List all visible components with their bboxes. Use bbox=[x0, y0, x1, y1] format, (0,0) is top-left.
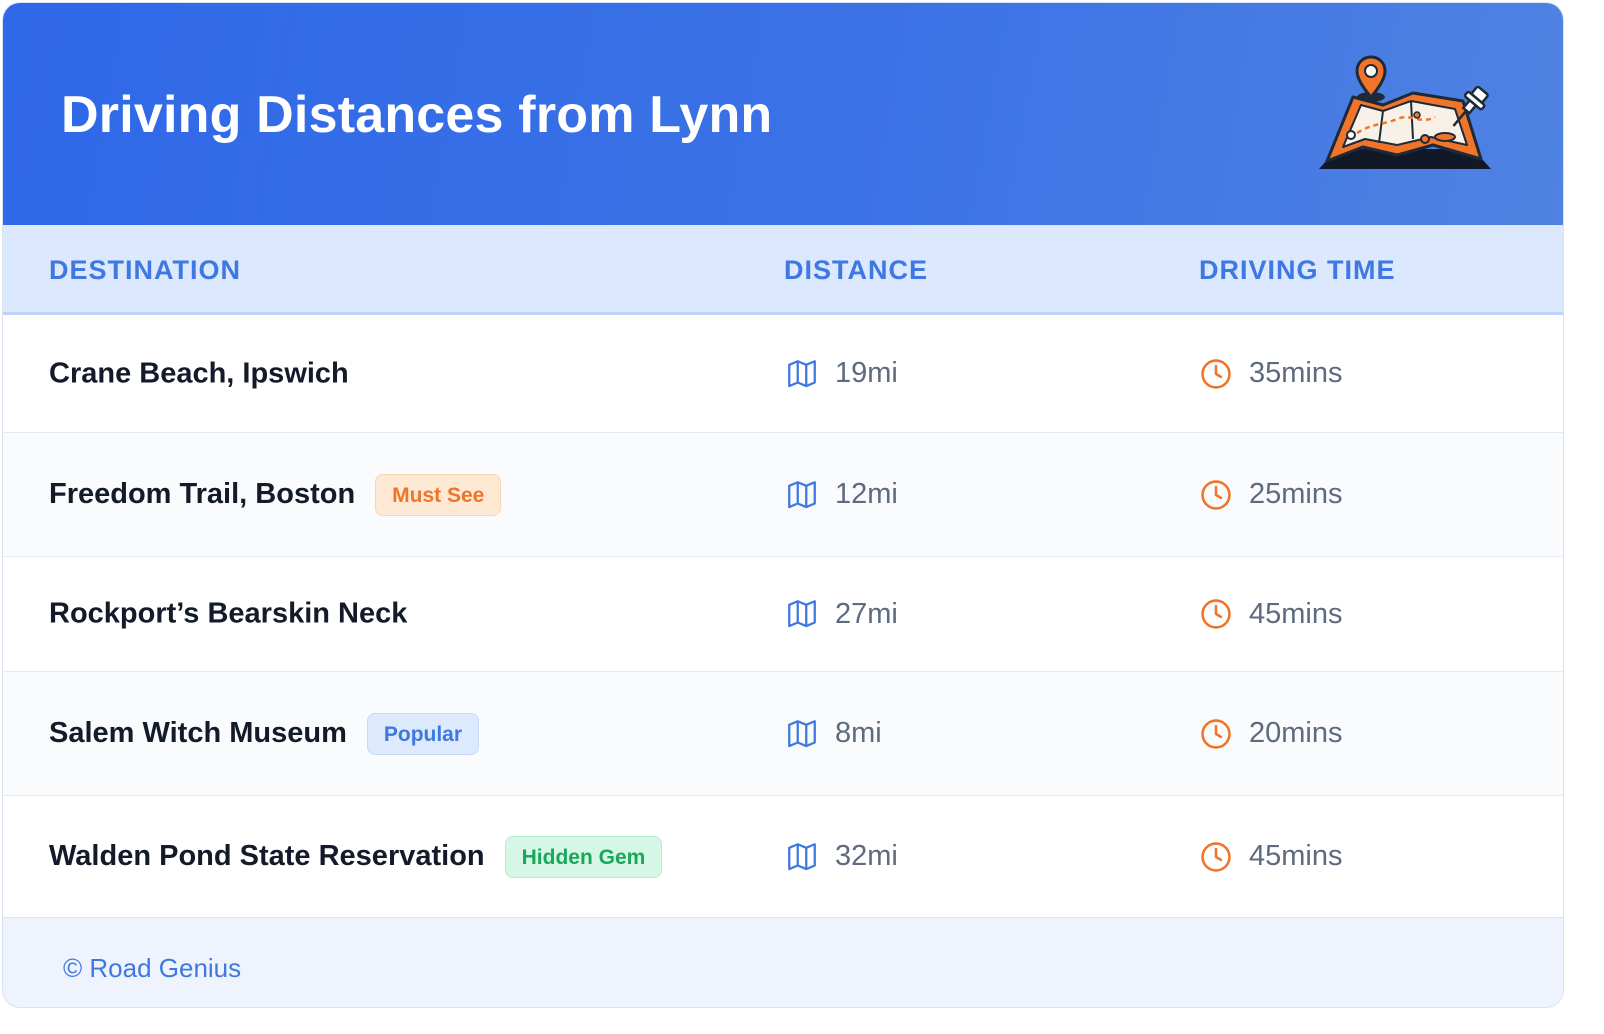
time-value: 25mins bbox=[1249, 478, 1343, 510]
distance-value: 32mi bbox=[835, 840, 898, 872]
table-row[interactable]: Salem Witch Museum Popular 8mi 20mins bbox=[3, 672, 1563, 796]
clock-icon bbox=[1201, 358, 1231, 389]
time-value: 20mins bbox=[1249, 717, 1343, 749]
distance-value: 27mi bbox=[835, 597, 898, 630]
table-row[interactable]: Freedom Trail, Boston Must See 12mi 25mi… bbox=[3, 433, 1563, 557]
time-cell: 20mins bbox=[1199, 717, 1343, 751]
clock-icon bbox=[1201, 718, 1231, 749]
popular-badge: Popular bbox=[366, 712, 480, 755]
distance-value: 12mi bbox=[835, 478, 898, 510]
table-row[interactable]: Rockport’s Bearskin Neck 27mi 45mins bbox=[3, 557, 1563, 672]
destination-name: Walden Pond State Reservation bbox=[49, 840, 485, 872]
table-row[interactable]: Crane Beach, Ipswich 19mi 35mins bbox=[3, 315, 1563, 433]
map-icon bbox=[788, 719, 816, 747]
table-row[interactable]: Walden Pond State Reservation Hidden Gem… bbox=[3, 796, 1563, 917]
distance-cell: 19mi bbox=[785, 357, 898, 391]
destination-name: Salem Witch Museum bbox=[49, 717, 347, 749]
map-icon bbox=[788, 359, 816, 387]
time-value: 45mins bbox=[1249, 597, 1343, 630]
destination-cell: Walden Pond State Reservation Hidden Gem bbox=[49, 835, 663, 878]
time-value: 35mins bbox=[1249, 357, 1343, 389]
column-header-distance[interactable]: DISTANCE bbox=[784, 255, 929, 285]
destination-name: Freedom Trail, Boston bbox=[49, 478, 356, 510]
map-icon bbox=[788, 600, 816, 628]
must-see-badge: Must See bbox=[375, 473, 502, 516]
map-icon bbox=[788, 480, 816, 508]
table-header: DESTINATION DISTANCE DRIVING TIME bbox=[3, 225, 1563, 315]
time-value: 45mins bbox=[1249, 840, 1343, 872]
column-header-driving-time[interactable]: DRIVING TIME bbox=[1199, 255, 1396, 285]
clock-icon bbox=[1201, 479, 1231, 510]
distance-cell: 32mi bbox=[785, 840, 898, 874]
destination-cell: Freedom Trail, Boston Must See bbox=[49, 473, 502, 516]
table-body: Crane Beach, Ipswich 19mi 35mins Freedom… bbox=[3, 315, 1563, 917]
destination-name: Rockport’s Bearskin Neck bbox=[49, 597, 408, 630]
time-cell: 35mins bbox=[1199, 357, 1343, 391]
map-icon bbox=[788, 842, 816, 870]
distance-value: 19mi bbox=[835, 357, 898, 389]
page-title: Driving Distances from Lynn bbox=[61, 86, 773, 144]
distance-card: Driving Distances from Lynn DESTINATIO bbox=[2, 2, 1564, 1008]
card-header: Driving Distances from Lynn bbox=[3, 3, 1563, 225]
time-cell: 45mins bbox=[1199, 840, 1343, 874]
distance-value: 8mi bbox=[835, 717, 882, 749]
distance-cell: 12mi bbox=[785, 478, 898, 512]
destination-name: Crane Beach, Ipswich bbox=[49, 357, 349, 389]
map-pin-illustration-icon bbox=[1319, 55, 1491, 169]
distance-cell: 27mi bbox=[785, 597, 898, 631]
destination-cell: Crane Beach, Ipswich bbox=[49, 357, 349, 390]
column-header-destination[interactable]: DESTINATION bbox=[49, 255, 241, 285]
distance-cell: 8mi bbox=[785, 717, 882, 751]
destination-cell: Salem Witch Museum Popular bbox=[49, 712, 480, 755]
hidden-gem-badge: Hidden Gem bbox=[504, 835, 663, 878]
time-cell: 45mins bbox=[1199, 597, 1343, 631]
card-footer: © Road Genius bbox=[3, 917, 1563, 1007]
time-cell: 25mins bbox=[1199, 478, 1343, 512]
clock-icon bbox=[1201, 599, 1231, 629]
clock-icon bbox=[1201, 841, 1231, 872]
footer-credit: © Road Genius bbox=[63, 953, 242, 983]
destination-cell: Rockport’s Bearskin Neck bbox=[49, 598, 407, 631]
